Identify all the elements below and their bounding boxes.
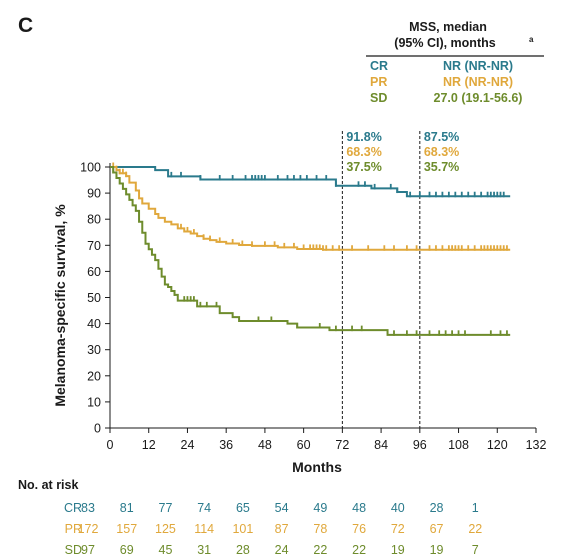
risk-count: 54 (275, 501, 289, 515)
x-tick-label: 0 (107, 438, 114, 452)
x-tick-label: 24 (181, 438, 195, 452)
risk-row-label-cr: CR (64, 501, 82, 515)
survival-curve-pr (110, 166, 511, 251)
risk-count: 24 (275, 543, 289, 557)
x-tick-label: 84 (374, 438, 388, 452)
risk-count: 48 (352, 501, 366, 515)
risk-count: 45 (159, 543, 173, 557)
risk-count: 77 (159, 501, 173, 515)
y-tick-label: 90 (87, 187, 101, 201)
risk-count: 19 (391, 543, 405, 557)
risk-count: 87 (275, 522, 289, 536)
risk-count: 67 (430, 522, 444, 536)
risk-count: 1 (472, 501, 479, 515)
risk-count: 76 (352, 522, 366, 536)
risk-count: 101 (232, 522, 253, 536)
risk-count: 28 (430, 501, 444, 515)
risk-count: 78 (313, 522, 327, 536)
y-tick-label: 0 (94, 422, 101, 436)
risk-count: 31 (197, 543, 211, 557)
risk-count: 7 (472, 543, 479, 557)
y-axis-label: Melanoma-specific survival, % (52, 204, 68, 407)
legend-group-pr: PR (370, 75, 387, 89)
y-tick-label: 20 (87, 369, 101, 383)
risk-row-label-pr: PR (65, 522, 82, 536)
y-tick-label: 40 (87, 317, 101, 331)
risk-count: 81 (120, 501, 134, 515)
risk-count: 125 (155, 522, 176, 536)
risk-count: 40 (391, 501, 405, 515)
risk-count: 65 (236, 501, 250, 515)
risk-count: 114 (194, 522, 214, 536)
reference-percent-label: 68.3% (424, 145, 459, 159)
x-tick-label: 12 (142, 438, 156, 452)
risk-count: 22 (468, 522, 482, 536)
reference-percent-label: 37.5% (346, 160, 381, 174)
legend-header-line1: MSS, median (409, 20, 487, 34)
y-tick-label: 10 (87, 395, 101, 409)
legend-median-cr: NR (NR-NR) (443, 59, 513, 73)
risk-count: 74 (197, 501, 211, 515)
y-tick-label: 30 (87, 343, 101, 357)
risk-count: 97 (81, 543, 95, 557)
x-tick-label: 96 (413, 438, 427, 452)
risk-count: 69 (120, 543, 134, 557)
risk-count: 83 (81, 501, 95, 515)
risk-count: 22 (352, 543, 366, 557)
x-tick-label: 120 (487, 438, 508, 452)
reference-percent-label: 68.3% (346, 145, 381, 159)
risk-count: 19 (430, 543, 444, 557)
survival-curve-sd (110, 166, 511, 336)
y-tick-label: 100 (80, 161, 101, 175)
y-tick-label: 80 (87, 213, 101, 227)
legend-median-sd: 27.0 (19.1-56.6) (434, 91, 523, 105)
x-tick-label: 60 (297, 438, 311, 452)
panel-label: C (18, 14, 34, 37)
y-tick-label: 70 (87, 239, 101, 253)
reference-percent-label: 35.7% (424, 160, 459, 174)
x-tick-label: 72 (335, 438, 349, 452)
x-axis-label: Months (292, 459, 342, 475)
risk-table-title: No. at risk (18, 478, 78, 492)
legend-group-sd: SD (370, 91, 387, 105)
risk-row-label-sd: SD (65, 543, 82, 557)
reference-percent-label: 87.5% (424, 130, 459, 144)
risk-count: 49 (313, 501, 327, 515)
risk-count: 22 (313, 543, 327, 557)
legend-header-line2: (95% CI), months (394, 36, 495, 50)
legend-header-superscript: a (529, 35, 534, 44)
risk-count: 72 (391, 522, 405, 536)
risk-count: 172 (78, 522, 99, 536)
x-tick-label: 36 (219, 438, 233, 452)
risk-count: 28 (236, 543, 250, 557)
legend-group-cr: CR (370, 59, 388, 73)
reference-percent-label: 91.8% (346, 130, 381, 144)
legend-median-pr: NR (NR-NR) (443, 75, 513, 89)
y-tick-label: 60 (87, 265, 101, 279)
x-tick-label: 48 (258, 438, 272, 452)
y-tick-label: 50 (87, 291, 101, 305)
x-tick-label: 108 (448, 438, 469, 452)
x-tick-label: 132 (526, 438, 547, 452)
risk-count: 157 (116, 522, 137, 536)
